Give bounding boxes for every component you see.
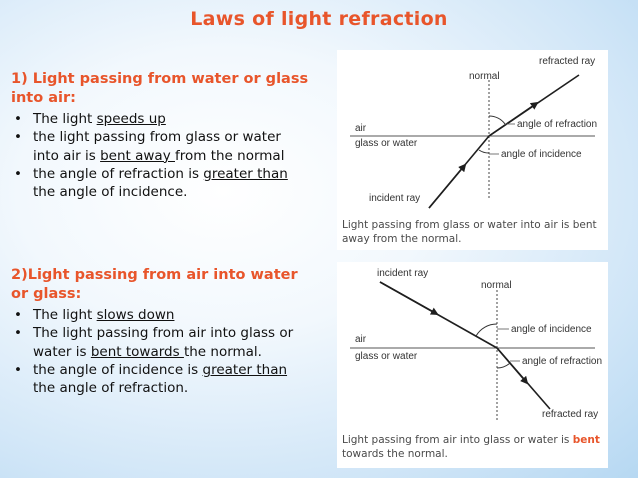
rule-item: • the angle of incidence is greater than t…: [11, 361, 331, 398]
diagram-caption: Light passing from glass or water into a…: [342, 218, 604, 246]
rule-text: the light passing from glass or water: [33, 129, 281, 146]
rule-text: from the normal: [174, 147, 285, 164]
refracted-ray-label: refracted ray: [542, 409, 598, 420]
caption-text: Light passing from air into glass or wat…: [342, 434, 573, 446]
incidence-angle-arc: [478, 149, 490, 154]
angle-of-incidence-label: angle of incidence: [511, 324, 592, 335]
rule-item: • the light passing from glass or water in…: [11, 128, 331, 165]
incident-ray-label: incident ray: [369, 193, 420, 204]
bullet-icon: •: [14, 307, 22, 323]
section-water-to-air: 1) Light passing from water or glass int…: [11, 70, 331, 201]
caption-highlight: bent: [572, 434, 600, 446]
diagram-water-to-air: refracted ray normal air glass or water …: [337, 50, 608, 250]
heading-line: 1) Light passing from water or glass: [11, 71, 309, 87]
bullet-icon: •: [14, 361, 22, 378]
heading-line: into air:: [11, 90, 76, 106]
refraction-diagram: refracted ray normal air glass or water …: [350, 56, 597, 209]
caption-text: away from the normal.: [342, 233, 462, 245]
normal-label: normal: [481, 280, 512, 291]
normal-label: normal: [469, 71, 500, 82]
bullet-icon: •: [14, 129, 22, 146]
rule-item: • The light speeds up: [11, 110, 331, 128]
section-heading: 1) Light passing from water or glass int…: [11, 70, 331, 108]
rule-text: The light: [33, 111, 97, 127]
refracted-ray-arrow: [496, 347, 529, 385]
diagram-air-to-water: incident ray normal air glass or water a…: [337, 262, 608, 468]
page-title: Laws of light refraction: [190, 8, 448, 30]
rules-list: • The light speeds up • the light passing …: [11, 110, 331, 201]
section-air-to-water: 2)Light passing from air into water or g…: [11, 266, 331, 397]
bullet-icon: •: [14, 165, 22, 182]
section-heading: 2)Light passing from air into water or g…: [11, 266, 331, 304]
rule-item: • The light slows down: [11, 306, 331, 324]
bullet-icon: •: [14, 325, 22, 342]
glass-water-label: glass or water: [355, 351, 418, 362]
refraction-angle-arc: [488, 115, 506, 125]
incident-ray-label: incident ray: [377, 268, 428, 279]
rule-text: into air is: [33, 147, 101, 164]
rule-text: The light passing from air into glass or: [33, 325, 294, 342]
underlined-term: bent towards: [90, 343, 184, 360]
underlined-term: slows down: [96, 307, 175, 323]
glass-water-label: glass or water: [355, 138, 418, 149]
underlined-term: speeds up: [96, 111, 166, 127]
angle-of-refraction-label: angle of refraction: [522, 356, 602, 367]
caption-text: Light passing from glass or water into a…: [342, 219, 597, 231]
incidence-angle-arc: [475, 323, 498, 337]
air-label: air: [355, 123, 367, 134]
caption-text: towards the normal.: [342, 448, 448, 460]
rule-text: the angle of refraction.: [33, 380, 189, 397]
rule-item: • The light passing from air into glass o…: [11, 324, 331, 361]
incident-ray-arrow: [428, 163, 467, 209]
refracted-ray-label: refracted ray: [539, 56, 595, 67]
air-label: air: [355, 334, 367, 345]
rules-list: • The light slows down • The light passing…: [11, 306, 331, 397]
heading-line: 2)Light passing from air into water: [11, 267, 298, 283]
underlined-term: greater than: [202, 361, 288, 378]
refraction-diagram: incident ray normal air glass or water a…: [350, 268, 602, 422]
refracted-ray-arrow: [488, 101, 539, 137]
refraction-angle-arc: [496, 362, 511, 369]
heading-line: or glass:: [11, 286, 82, 302]
bullet-icon: •: [14, 111, 22, 127]
rule-text: The light: [33, 307, 97, 323]
rule-text: the angle of incidence is: [33, 361, 203, 378]
rule-text: the angle of incidence.: [33, 184, 188, 201]
rule-text: the normal.: [183, 343, 262, 360]
underlined-term: bent away: [100, 147, 175, 164]
diagram-caption: Light passing from air into glass or wat…: [342, 433, 604, 461]
rule-text: water is: [33, 343, 91, 360]
rule-item: • the angle of refraction is greater than…: [11, 165, 331, 202]
angle-of-refraction-label: angle of refraction: [517, 119, 597, 130]
rule-text: the angle of refraction is: [33, 165, 204, 182]
angle-of-incidence-label: angle of incidence: [501, 149, 582, 160]
underlined-term: greater than: [203, 165, 288, 182]
incident-ray-arrow: [379, 281, 439, 315]
